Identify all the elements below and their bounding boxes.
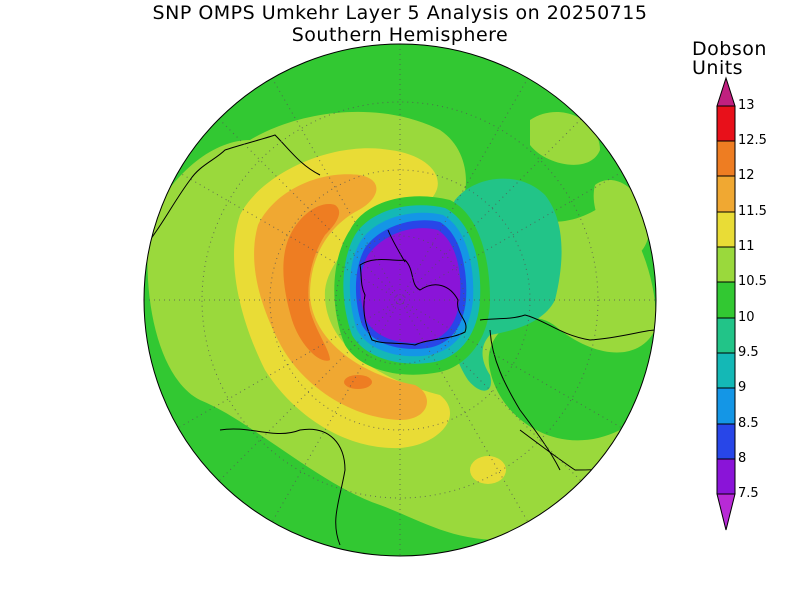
colorbar-cell-10-10p5 [716,281,736,319]
colorbar-label-9p5: 9.5 [738,345,759,360]
antarctic-peninsula [387,229,406,263]
colorbar-label-9: 9 [738,380,747,395]
colorbar-cell-9p5-10 [716,317,736,354]
map-subtitle: Southern Hemisphere [291,24,509,46]
colorbar-label-8p5: 8.5 [738,416,759,431]
globe-outline [143,43,657,557]
meridian-150 [271,77,529,523]
colorbar-label-10p5: 10.5 [738,274,767,289]
field-7p5-8 [360,228,461,343]
colorbar-cell-8-8p5 [716,423,736,460]
graticule [144,44,656,556]
antarctica-coast [359,259,467,346]
south-america-coast [149,134,321,241]
colorbar-label-13: 13 [738,98,755,113]
units-line2: Units [692,57,744,79]
meridian-120 [177,171,623,429]
colorbar-cell-10p5-11 [716,246,736,283]
colorbar-units: Dobson Units [692,40,767,78]
coastlines [149,134,656,546]
lat-circle-3 [201,101,599,499]
ozone-field [144,44,656,556]
title-block: SNP OMPS Umkehr Layer 5 Analysis on 2025… [0,2,800,46]
meridian-60 [177,171,623,429]
colorbar-cell-9-9p5 [716,352,736,389]
meridian-135 [218,118,582,482]
map-title: SNP OMPS Umkehr Layer 5 Analysis on 2025… [152,2,648,24]
field-10p5-11-ne [530,111,600,165]
colorbar-cell-11p5-12 [716,175,736,213]
meridian-30 [271,77,529,523]
colorbar-label-11: 11 [738,239,755,254]
colorbar-label-8: 8 [738,451,747,466]
australia-coast [479,314,656,341]
field-11-11p5-blob [470,456,506,484]
colorbar-label-10: 10 [738,310,755,325]
colorbar-cell-8p5-9 [716,387,736,425]
colorbar-cell-11-11p5 [716,211,736,248]
colorbar-cell-7p5-8 [716,458,736,495]
colorbar-label-12: 12 [738,168,755,183]
colorbar-cell-12-12p5 [716,140,736,177]
field-12-12p5 [283,204,340,361]
colorbar-arrow-bottom [716,493,736,531]
colorbar-label-12p5: 12.5 [738,133,767,148]
colorbar-cell-12p5-13 [716,105,736,142]
colorbar-label-7p5: 7.5 [738,486,759,501]
colorbar-arrow-top [716,76,736,107]
africa-coast [219,428,346,546]
colorbar-label-11p5: 11.5 [738,204,767,219]
colorbar [716,76,736,531]
units-line1: Dobson [692,38,767,60]
field-12-12p5-blob [344,375,372,389]
